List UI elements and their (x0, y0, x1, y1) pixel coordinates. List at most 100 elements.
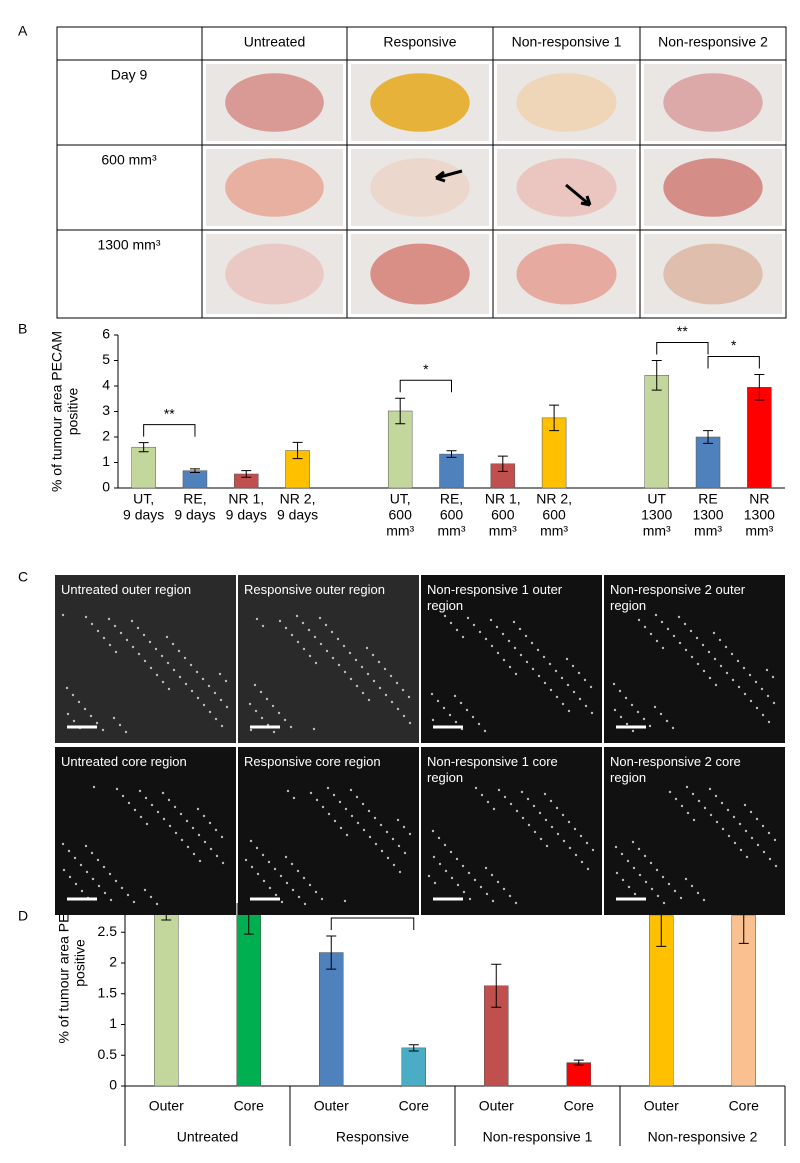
vessel-speck (313, 635, 317, 639)
vessel-speck (721, 827, 725, 831)
vessel-speck (438, 862, 442, 866)
vessel-speck (219, 698, 223, 702)
vessel-speck (577, 671, 581, 675)
vessel-speck (196, 807, 200, 811)
group-label: Non-responsive 1 (483, 1129, 593, 1145)
vessel-speck (396, 818, 400, 822)
vessel-speck (225, 705, 229, 709)
vessel-speck (659, 712, 663, 716)
micrograph (55, 747, 236, 915)
y-axis-label: positive (65, 388, 81, 436)
vessel-speck (650, 887, 654, 891)
vessel-speck (112, 716, 116, 720)
vessel-speck (513, 646, 517, 650)
vessel-speck (253, 683, 257, 687)
tumour-photo (516, 158, 617, 217)
vessel-speck (349, 677, 353, 681)
vessel-speck (131, 645, 135, 649)
vessel-speck (156, 810, 160, 814)
vessel-speck (560, 676, 564, 680)
vessel-speck (325, 649, 329, 653)
vessel-speck (515, 809, 519, 813)
bar (747, 387, 772, 489)
bar (182, 470, 208, 489)
vessel-speck (614, 845, 618, 849)
vessel-speck (115, 787, 119, 791)
vessel-speck (636, 710, 640, 714)
vessel-speck (402, 825, 406, 829)
vessel-speck (732, 815, 736, 819)
vessel-speck (483, 729, 487, 733)
vessel-speck (302, 876, 306, 880)
vessel-speck (120, 886, 124, 890)
vessel-speck (144, 796, 148, 800)
error-bar (395, 397, 406, 425)
vessel-speck (355, 795, 359, 799)
vessel-speck (355, 684, 359, 688)
tumour-photo (370, 158, 470, 217)
vessel-speck (283, 718, 287, 722)
vessel-speck (333, 819, 337, 823)
error-bar (446, 450, 457, 458)
x-tick-label: 9 days (277, 507, 318, 523)
vessel-speck (677, 615, 681, 619)
vessel-speck (338, 800, 342, 804)
vessel-speck (365, 646, 369, 650)
vessel-speck (555, 695, 559, 699)
vessel-speck (361, 802, 365, 806)
vessel-speck (307, 628, 311, 632)
vessel-speck (197, 833, 201, 837)
vessel-speck (192, 852, 196, 856)
y-tick-label: 2 (109, 954, 117, 970)
vessel-speck (514, 901, 518, 905)
vessel-speck (202, 703, 206, 707)
vessel-speck (495, 625, 499, 629)
vessel-speck (449, 621, 453, 625)
vessel-speck (562, 839, 566, 843)
vessel-speck (543, 792, 547, 796)
vessel-speck (738, 822, 742, 826)
vessel-speck (550, 825, 554, 829)
vessel-speck (718, 638, 722, 642)
vessel-speck (62, 868, 66, 872)
vessel-speck (71, 693, 75, 697)
vessel-speck (590, 711, 594, 715)
vessel-speck (161, 791, 165, 795)
vessel-speck (209, 847, 213, 851)
vessel-speck (249, 839, 253, 843)
bar (731, 915, 756, 1087)
vessel-speck (403, 851, 407, 855)
vessel-speck (760, 687, 764, 691)
vessel-speck (271, 704, 275, 708)
vessel-speck (684, 648, 688, 652)
vessel-speck (92, 785, 96, 789)
vessel-speck (565, 657, 569, 661)
vessel-speck (549, 688, 553, 692)
micrograph (604, 575, 785, 743)
vessel-speck (730, 652, 734, 656)
vessel-speck (65, 686, 69, 690)
vessel-speck (537, 674, 541, 678)
x-tick-label: Outer (314, 1098, 349, 1114)
vessel-speck (296, 640, 300, 644)
vessel-speck (544, 818, 548, 822)
vessel-speck (114, 879, 118, 883)
vessel-speck (631, 840, 635, 844)
vessel-speck (389, 674, 393, 678)
y-tick-label: 1 (109, 1015, 117, 1031)
vessel-speck (295, 614, 299, 618)
vessel-speck (177, 649, 181, 653)
vessel-speck (578, 697, 582, 701)
bar (131, 446, 156, 489)
vessel-speck (96, 629, 100, 633)
vessel-speck (331, 656, 335, 660)
vessel-speck (497, 788, 501, 792)
vessel-speck (166, 661, 170, 665)
x-tick-label: 9 days (123, 507, 164, 523)
vessel-speck (642, 717, 646, 721)
vessel-speck (315, 798, 319, 802)
vessel-speck (384, 693, 388, 697)
vessel-speck (202, 814, 206, 818)
vessel-speck (244, 858, 248, 862)
vessel-speck (408, 721, 412, 725)
